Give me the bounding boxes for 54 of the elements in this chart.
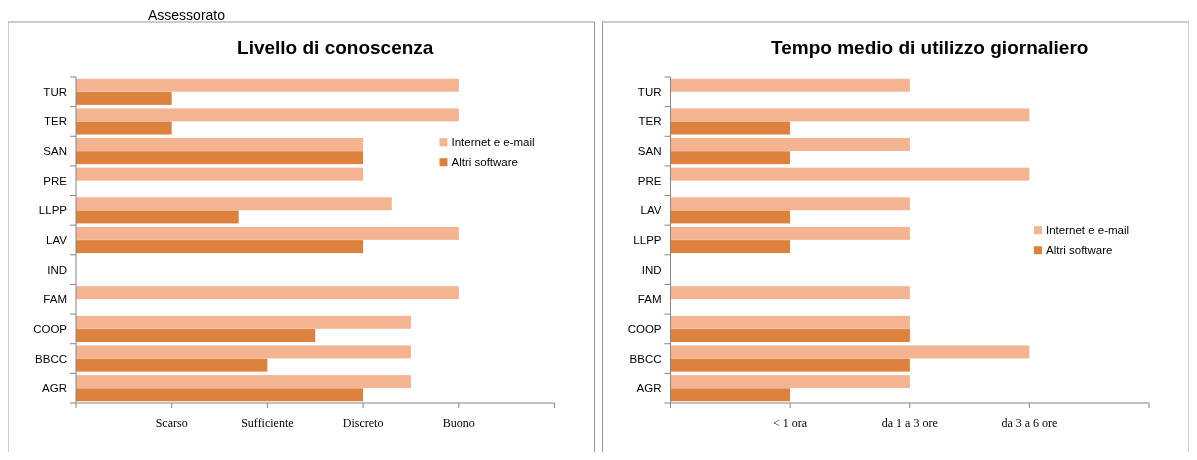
y-tick-label: LAV (46, 234, 68, 247)
y-tick-label: FAM (43, 293, 67, 306)
bar (76, 108, 459, 122)
y-tick-label: IND (641, 263, 662, 276)
text: da 1 a 3 ore (881, 416, 938, 430)
text: Assessorato (148, 7, 226, 23)
y-tick-label: COOP (33, 322, 68, 335)
bar (76, 329, 316, 342)
y-tick-label: LLPP (633, 234, 662, 247)
legend-label: Altri software (1046, 244, 1113, 257)
bar (76, 151, 364, 165)
text: Scarso (155, 416, 188, 430)
legend-label: Altri software (451, 156, 518, 169)
text: Sufficiente (241, 416, 294, 430)
bar (76, 121, 172, 135)
y-tick-label: TUR (43, 85, 67, 98)
y-tick-label: TUR (637, 85, 662, 98)
bar (76, 167, 364, 181)
bar (76, 240, 364, 254)
y-tick-label: FAM (637, 293, 662, 306)
y-tick-label: AGR (42, 382, 67, 395)
bar (76, 197, 392, 211)
y-tick-label: TER (44, 115, 67, 128)
bar (76, 210, 239, 224)
bar (76, 78, 459, 92)
bar (76, 91, 172, 105)
y-tick-label: LLPP (38, 204, 68, 217)
bar (76, 345, 411, 359)
y-tick-label: PRE (637, 174, 662, 187)
chart-title: Livello di conoscenza (237, 37, 434, 58)
bar (76, 315, 411, 329)
y-tick-label: LAV (640, 204, 662, 217)
bar (76, 358, 268, 372)
y-tick-label: BBCC (35, 352, 67, 365)
bar (76, 388, 364, 402)
bar (76, 375, 411, 389)
y-tick-label: AGR (636, 382, 662, 395)
legend-label: Internet e e-mail (451, 136, 535, 149)
y-tick-label: BBCC (629, 352, 662, 365)
y-tick-label: IND (47, 263, 67, 276)
chart-title: Tempo medio di utilizzo giornaliero (771, 37, 1089, 58)
y-tick-label: SAN (637, 145, 662, 158)
y-tick-label: TER (638, 115, 662, 128)
bar (76, 286, 459, 300)
text: < 1 ora (773, 416, 808, 430)
y-tick-label: PRE (43, 174, 68, 187)
text: da 3 a 6 ore (1001, 416, 1058, 430)
y-tick-label: SAN (43, 145, 67, 158)
bar (76, 138, 364, 151)
text: Buono (442, 416, 475, 430)
y-tick-label: COOP (627, 322, 662, 335)
bar (76, 226, 459, 240)
text: Discreto (342, 416, 384, 430)
legend-label: Internet e e-mail (1046, 224, 1130, 237)
